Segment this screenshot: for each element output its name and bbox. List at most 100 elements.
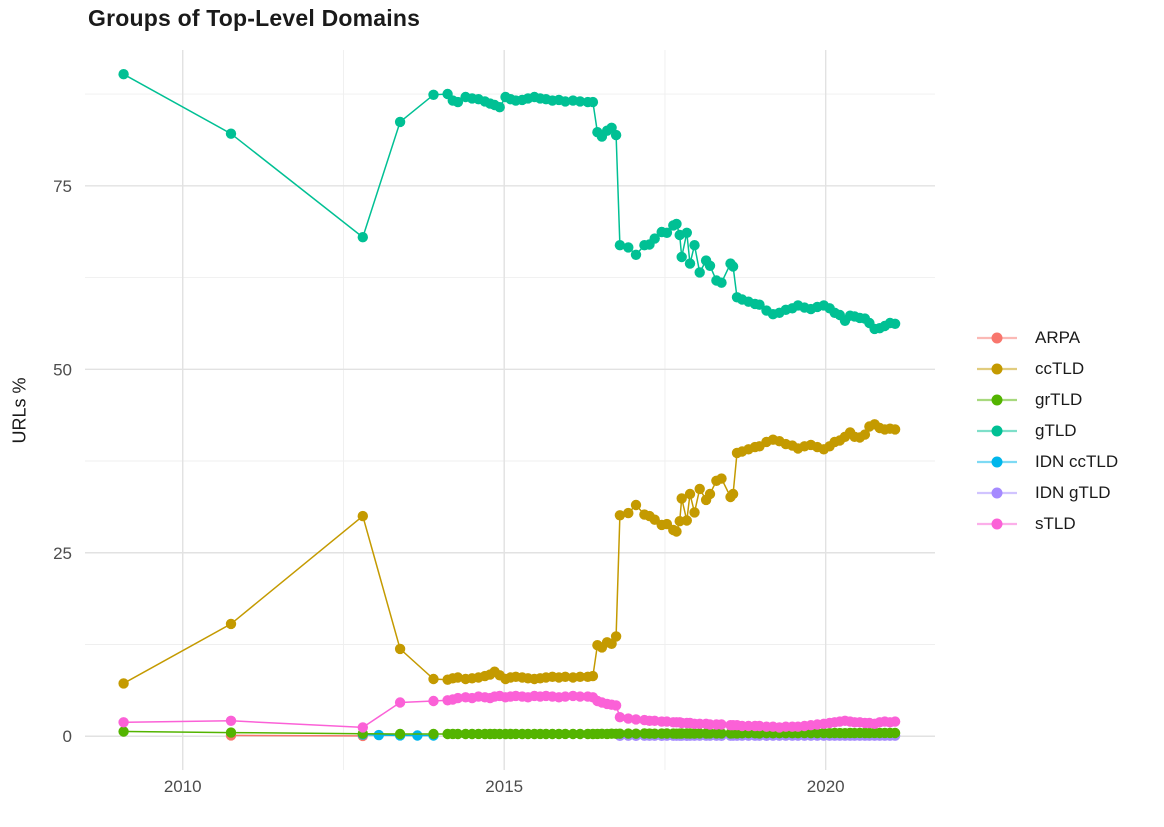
data-point-gtld (716, 277, 727, 288)
legend-item-stld: sTLD (975, 508, 1118, 539)
data-point-grtld (428, 728, 439, 740)
grtld-legend-key-icon (977, 394, 1017, 405)
data-point-cctld (357, 510, 368, 522)
data-point-grtld (574, 728, 586, 740)
data-point-gtld (684, 258, 696, 269)
legend-label: ccTLD (1035, 358, 1085, 378)
data-point-gtld (494, 102, 505, 113)
arpa-legend-key-icon (977, 332, 1017, 343)
data-point-gtld (118, 69, 129, 80)
data-point-grtld (630, 728, 642, 739)
data-point-cctld (671, 526, 682, 537)
idn-gtld-legend-key-icon (977, 487, 1017, 498)
data-point-gtld (727, 261, 739, 272)
idn-cctld-legend-key-icon (977, 456, 1017, 467)
data-point-grtld (118, 726, 129, 737)
data-point-gtld (681, 227, 692, 238)
data-point-gtld (560, 96, 571, 107)
legend-item-cctld: ccTLD (975, 353, 1118, 384)
legend-label: gTLD (1035, 420, 1077, 440)
x-tick-label: 2015 (485, 777, 523, 796)
stld-legend-key-icon (977, 518, 1017, 529)
data-point-cctld (694, 483, 705, 495)
data-point-gtld (649, 233, 660, 244)
data-point-cctld (704, 488, 716, 500)
data-point-gtld (623, 242, 634, 253)
data-point-gtld (225, 128, 237, 139)
data-point-stld (428, 695, 439, 707)
data-point-cctld (452, 672, 464, 683)
data-point-stld (574, 691, 586, 702)
legend-item-grtld: grTLD (975, 384, 1118, 415)
y-tick-label: 75 (53, 177, 72, 196)
chart-title: Groups of Top-Level Domains (88, 5, 421, 31)
data-point-stld (614, 712, 626, 723)
legend-label: IDN ccTLD (1035, 451, 1119, 471)
data-point-stld (118, 717, 129, 728)
y-tick-label: 25 (53, 544, 72, 563)
data-point-cctld (859, 429, 871, 440)
series-line-arpa (230, 734, 363, 737)
data-point-idn-cctld (412, 730, 423, 741)
data-point-gtld (428, 89, 439, 101)
data-point-idn-cctld (373, 729, 384, 741)
series-gtld (118, 69, 901, 335)
data-point-stld (716, 719, 727, 730)
series-arpa (225, 730, 368, 742)
data-point-cctld (630, 499, 642, 511)
legend-item-gtld: gTLD (975, 415, 1118, 446)
data-point-cctld (623, 507, 634, 519)
data-point-gtld (671, 218, 682, 230)
data-point-gtld (452, 96, 464, 108)
data-point-gtld (754, 299, 765, 310)
data-point-grtld (394, 728, 406, 740)
data-point-cctld (614, 510, 626, 521)
data-point-gtld (889, 318, 901, 329)
legend-item-arpa: ARPA (975, 322, 1118, 353)
legend-key-dot (991, 456, 1003, 467)
data-point-cctld (889, 424, 901, 435)
legend-label: IDN gTLD (1035, 482, 1111, 502)
data-point-grtld (452, 728, 464, 740)
data-point-gtld (587, 96, 599, 108)
y-tick-label: 50 (53, 360, 72, 379)
data-point-cctld (689, 507, 700, 518)
y-tick-label: 0 (63, 727, 72, 746)
legend-key-dot (991, 394, 1003, 405)
data-point-gtld (661, 227, 673, 238)
series-stld (118, 690, 901, 733)
data-point-grtld (716, 728, 727, 739)
legend-label: ARPA (1035, 327, 1081, 347)
data-point-grtld (614, 728, 626, 739)
data-point-cctld (118, 678, 129, 689)
data-point-grtld (225, 727, 237, 738)
data-point-stld (357, 722, 368, 733)
legend-key-dot (991, 425, 1003, 436)
data-point-gtld (676, 251, 687, 263)
data-point-cctld (587, 670, 599, 682)
data-point-cctld (676, 493, 687, 504)
legend-key-dot (991, 487, 1003, 498)
data-point-stld (225, 715, 237, 726)
data-point-stld (623, 713, 634, 724)
data-point-gtld (614, 240, 626, 251)
data-point-cctld (225, 618, 237, 630)
legend: ARPA ccTLD grTLD gTLD IDN ccTLD IDN gTLD sTLD (975, 322, 1118, 539)
legend-label: sTLD (1035, 513, 1076, 533)
data-point-stld (394, 697, 406, 708)
data-point-cctld (560, 671, 571, 682)
legend-item-idn-cctld: IDN ccTLD (975, 446, 1118, 477)
data-point-cctld (610, 631, 622, 642)
data-point-gtld (357, 232, 368, 243)
data-point-grtld (623, 728, 634, 739)
data-point-cctld (394, 643, 406, 655)
series-cctld (118, 419, 901, 689)
gtld-legend-key-icon (977, 425, 1017, 436)
data-point-gtld (704, 260, 716, 271)
data-point-gtld (630, 249, 642, 260)
data-point-cctld (681, 515, 692, 526)
data-point-cctld (428, 673, 439, 685)
data-point-cctld (716, 473, 727, 484)
data-point-stld (630, 714, 642, 725)
